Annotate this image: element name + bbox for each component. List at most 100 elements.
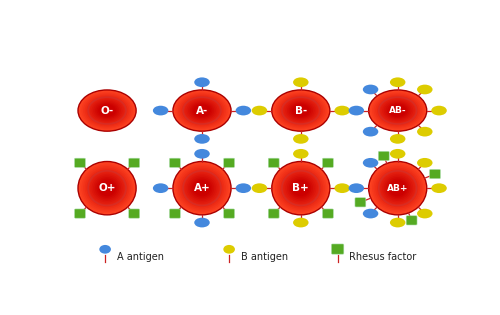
- FancyBboxPatch shape: [355, 198, 366, 207]
- Text: O+: O+: [98, 183, 116, 193]
- FancyBboxPatch shape: [170, 158, 180, 167]
- Ellipse shape: [194, 218, 210, 227]
- Ellipse shape: [275, 165, 326, 212]
- Ellipse shape: [417, 85, 432, 94]
- FancyBboxPatch shape: [378, 152, 389, 161]
- Ellipse shape: [94, 101, 121, 120]
- Ellipse shape: [288, 102, 313, 119]
- Ellipse shape: [95, 177, 119, 199]
- Ellipse shape: [293, 218, 308, 227]
- Ellipse shape: [363, 85, 378, 94]
- Ellipse shape: [277, 94, 325, 128]
- Ellipse shape: [85, 168, 130, 209]
- Ellipse shape: [236, 183, 251, 193]
- Ellipse shape: [186, 100, 218, 122]
- Ellipse shape: [363, 158, 378, 168]
- Ellipse shape: [186, 174, 218, 203]
- Ellipse shape: [377, 96, 418, 125]
- Ellipse shape: [95, 102, 119, 119]
- Ellipse shape: [386, 102, 410, 119]
- Ellipse shape: [90, 98, 124, 123]
- Ellipse shape: [190, 102, 214, 119]
- Ellipse shape: [83, 94, 131, 128]
- Ellipse shape: [290, 103, 311, 118]
- Ellipse shape: [80, 163, 134, 213]
- FancyBboxPatch shape: [406, 216, 417, 225]
- Ellipse shape: [185, 98, 219, 123]
- Ellipse shape: [376, 168, 420, 209]
- Ellipse shape: [176, 92, 228, 129]
- Ellipse shape: [178, 94, 226, 128]
- Ellipse shape: [78, 90, 136, 131]
- Ellipse shape: [380, 172, 415, 204]
- Ellipse shape: [284, 172, 318, 204]
- Ellipse shape: [377, 169, 418, 207]
- Ellipse shape: [388, 179, 408, 198]
- Ellipse shape: [384, 101, 411, 120]
- Ellipse shape: [384, 175, 411, 201]
- Ellipse shape: [382, 174, 413, 203]
- FancyBboxPatch shape: [430, 169, 440, 179]
- Ellipse shape: [374, 166, 422, 210]
- Ellipse shape: [292, 180, 310, 196]
- Ellipse shape: [85, 95, 130, 126]
- Ellipse shape: [417, 158, 432, 168]
- Ellipse shape: [379, 97, 416, 124]
- Ellipse shape: [194, 104, 210, 117]
- FancyBboxPatch shape: [170, 209, 180, 218]
- Ellipse shape: [287, 175, 314, 201]
- Ellipse shape: [370, 91, 425, 130]
- Ellipse shape: [90, 172, 124, 204]
- Text: A antigen: A antigen: [117, 252, 164, 261]
- Ellipse shape: [417, 209, 432, 218]
- Ellipse shape: [432, 183, 447, 193]
- Ellipse shape: [284, 98, 318, 123]
- Ellipse shape: [274, 163, 328, 213]
- Ellipse shape: [368, 90, 427, 131]
- Text: A+: A+: [194, 183, 210, 193]
- Ellipse shape: [236, 106, 251, 115]
- FancyBboxPatch shape: [128, 209, 140, 218]
- Ellipse shape: [288, 177, 313, 199]
- Ellipse shape: [176, 165, 228, 212]
- Text: AB+: AB+: [387, 184, 408, 193]
- Ellipse shape: [286, 100, 316, 122]
- Ellipse shape: [182, 169, 222, 207]
- Ellipse shape: [180, 168, 224, 209]
- Ellipse shape: [98, 104, 116, 117]
- Ellipse shape: [180, 95, 224, 126]
- Ellipse shape: [188, 101, 216, 120]
- Ellipse shape: [100, 245, 111, 254]
- FancyBboxPatch shape: [128, 158, 140, 167]
- Ellipse shape: [174, 163, 230, 213]
- Ellipse shape: [334, 183, 350, 193]
- Ellipse shape: [86, 96, 128, 125]
- Ellipse shape: [174, 91, 230, 130]
- Ellipse shape: [363, 127, 378, 136]
- Text: B-: B-: [294, 106, 307, 116]
- Ellipse shape: [98, 180, 116, 196]
- Ellipse shape: [94, 175, 121, 201]
- FancyBboxPatch shape: [268, 209, 279, 218]
- Text: B antigen: B antigen: [241, 252, 288, 261]
- Text: O-: O-: [100, 106, 114, 116]
- Ellipse shape: [190, 177, 214, 199]
- Ellipse shape: [417, 127, 432, 136]
- Ellipse shape: [334, 106, 350, 115]
- Ellipse shape: [376, 95, 420, 126]
- Ellipse shape: [80, 91, 134, 130]
- Ellipse shape: [293, 149, 308, 159]
- Ellipse shape: [388, 103, 408, 118]
- Ellipse shape: [372, 92, 424, 129]
- Ellipse shape: [153, 183, 168, 193]
- Ellipse shape: [272, 90, 330, 131]
- Ellipse shape: [293, 134, 308, 144]
- FancyBboxPatch shape: [74, 158, 86, 167]
- Ellipse shape: [390, 218, 406, 227]
- Ellipse shape: [182, 96, 222, 125]
- Ellipse shape: [86, 169, 128, 207]
- Ellipse shape: [287, 101, 314, 120]
- Ellipse shape: [92, 174, 122, 203]
- Ellipse shape: [379, 171, 416, 205]
- Ellipse shape: [82, 92, 132, 129]
